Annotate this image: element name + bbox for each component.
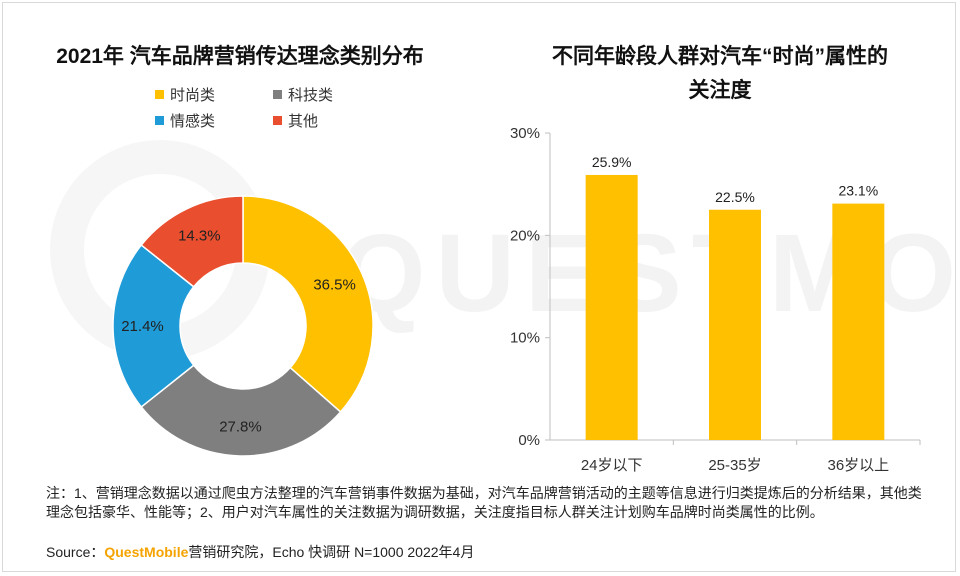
source-line: Source：QuestMobile营销研究院，Echo 快调研 N=1000 … xyxy=(46,542,474,562)
legend-item-tech: 科技类 xyxy=(273,84,333,105)
legend-swatch-emotion xyxy=(155,116,164,125)
donut-slice-fashion xyxy=(242,195,374,414)
donut-chart-title: 2021年 汽车品牌营销传达理念类别分布 xyxy=(56,45,424,68)
source-rest: 营销研究院，Echo 快调研 N=1000 2022年4月 xyxy=(188,544,475,560)
donut-chart: 36.5% 27.8% 21.4% 14.3% xyxy=(112,195,374,457)
y-tick-label: 0% xyxy=(518,432,540,449)
x-tick-label-3: 36岁以上 xyxy=(827,457,889,474)
bar-1 xyxy=(585,174,638,440)
bar-chart-title-line-1: 不同年龄段人群对汽车“时尚”属性的 xyxy=(552,45,888,68)
legend-swatch-fashion xyxy=(155,90,164,99)
legend-swatch-tech xyxy=(273,90,282,99)
bar-value-label-1: 25.9% xyxy=(592,154,632,170)
bar-value-label-3: 23.1% xyxy=(838,183,878,199)
donut-slice-tech xyxy=(140,364,342,457)
legend-swatch-other xyxy=(273,116,282,125)
legend-item-emotion: 情感类 xyxy=(155,110,215,131)
x-tick-label-1: 24岁以下 xyxy=(581,457,643,474)
bar-chart-title-line-2: 关注度 xyxy=(688,79,752,102)
donut-slice-emotion xyxy=(112,243,195,409)
donut-slice-label-emotion: 21.4% xyxy=(121,318,164,335)
footnote: 注：1、营销理念数据以通过爬虫方法整理的汽车营销事件数据为基础，对汽车品牌营销活… xyxy=(46,485,922,520)
x-tick-label-2: 25-35岁 xyxy=(708,457,761,474)
legend-label-fashion: 时尚类 xyxy=(170,87,216,104)
bar-3 xyxy=(832,203,885,440)
legend-item-fashion: 时尚类 xyxy=(155,84,215,105)
donut-slice-label-fashion: 36.5% xyxy=(313,277,356,294)
y-tick-label: 10% xyxy=(510,330,540,347)
donut-slice-label-other: 14.3% xyxy=(178,227,221,244)
y-tick-label: 30% xyxy=(510,125,540,142)
bar-2 xyxy=(709,209,761,440)
bar-chart-title: 不同年龄段人群对汽车“时尚”属性的 关注度 xyxy=(510,40,930,108)
source-prefix: Source： xyxy=(46,544,105,560)
bar-value-label-2: 22.5% xyxy=(715,189,755,205)
y-tick-label: 20% xyxy=(510,227,540,244)
source-brand: QuestMobile xyxy=(104,544,189,560)
bar-chart: 0% 10% 20% 30% 25.9% 24岁以下 22.5% 25-35岁 23.1% 36岁… xyxy=(510,125,921,474)
donut-slice-label-tech: 27.8% xyxy=(219,418,262,435)
legend-label-tech: 科技类 xyxy=(288,87,334,104)
legend-item-other: 其他 xyxy=(273,110,318,131)
legend-label-other: 其他 xyxy=(288,113,319,130)
donut-slice-other xyxy=(140,195,244,288)
legend-label-emotion: 情感类 xyxy=(170,113,216,130)
